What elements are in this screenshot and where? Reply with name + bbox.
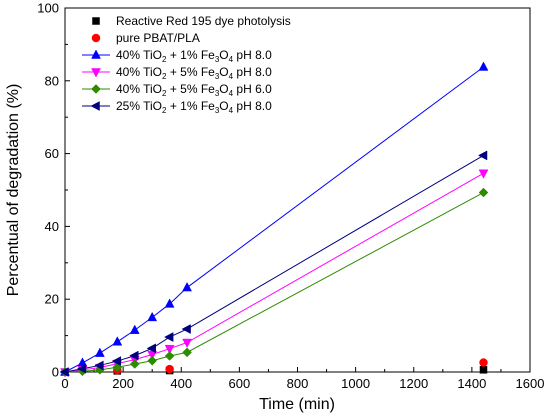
data-point [76,363,87,374]
x-tick-label: 600 [229,376,251,391]
data-point [94,360,104,371]
legend-marker [92,17,100,25]
data-point [477,150,488,161]
legend-label: 25% TiO2 + 1% Fe3O4 pH 8.0 [116,99,272,115]
legend-marker [91,49,101,59]
data-point [182,338,192,349]
x-tick-label: 1600 [516,376,545,391]
data-point [478,169,489,179]
data-point [164,298,175,308]
data-point [147,355,158,366]
data-point [59,367,69,377]
legend-label: 40% TiO2 + 5% Fe3O4 pH 6.0 [116,82,272,98]
legend-marker [91,84,101,94]
axis-ticks: 0 200 400 600 800 1000 1200 1400 1600 0 20 40 60 80 10… [37,1,544,392]
x-tick-label: 400 [170,376,192,391]
series-line-5 [64,154,484,373]
x-tick-label: 1000 [341,376,370,391]
y-tick-label: 80 [45,73,59,88]
legend: Reactive Red 195 dye photolysis pure PBAT… [82,14,291,115]
data-point [182,347,192,358]
data-point [181,324,191,334]
data-point [479,366,488,374]
plot-frame [64,7,531,373]
data-point [111,356,122,366]
y-tick-label: 40 [45,219,59,234]
data-point [478,187,489,198]
data-point [94,347,105,357]
x-tick-label: 1200 [399,376,428,391]
data-point [165,364,174,374]
data-point [182,282,192,292]
y-tick-label: 100 [37,1,59,16]
y-tick-label: 0 [52,365,59,380]
data-point [164,332,174,342]
data-point [478,61,489,71]
y-tick-label: 20 [45,292,59,307]
series-line-3 [64,172,484,373]
y-axis-title: Percentual of degradation (%) [5,84,22,297]
x-tick-label: 800 [287,376,309,391]
x-tick-label: 200 [112,376,134,391]
data-point [147,311,158,322]
data-point [164,344,175,355]
data-point [129,324,140,334]
data-point [112,336,123,346]
y-tick-label: 60 [45,146,59,161]
x-tick-label: 0 [61,376,68,391]
legend-label: 40% TiO2 + 1% Fe3O4 pH 8.0 [116,48,272,64]
x-tick-label: 1400 [457,376,486,391]
data-point [479,358,488,367]
legend-marker [91,68,101,78]
data-point [146,343,156,354]
data-point [129,359,140,369]
legend-label: pure PBAT/PLA [116,31,200,45]
x-axis-title: Time (min) [259,396,335,413]
series-line-4 [64,192,484,373]
legend-marker [90,101,100,111]
legend-label: 40% TiO2 + 5% Fe3O4 pH 8.0 [116,65,272,81]
series-markers [59,61,489,378]
data-point [129,350,139,361]
legend-label: Reactive Red 195 dye photolysis [116,14,291,28]
legend-marker [91,33,101,43]
data-point [164,351,175,361]
